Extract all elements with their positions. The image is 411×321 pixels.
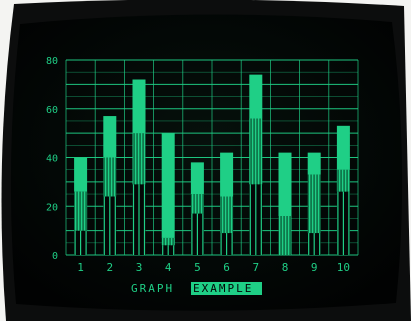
- x-tick-label: 6: [223, 261, 230, 274]
- x-tick-label: 5: [194, 261, 201, 274]
- bar-segment-4-1: [161, 245, 175, 255]
- bar-segment-6-3: [220, 152, 234, 197]
- x-tick-label: 4: [165, 261, 172, 274]
- bar-segment-2-3: [103, 116, 117, 158]
- chart-title: GRAPH EXAMPLE: [131, 282, 262, 295]
- bar-segment-7-2: [249, 118, 263, 185]
- y-tick-label: 20: [46, 202, 58, 213]
- bar-segment-4-2: [161, 237, 175, 246]
- bar-segment-5-3: [190, 162, 204, 195]
- x-tick-label: 2: [106, 261, 113, 274]
- x-tick-label: 10: [337, 261, 350, 274]
- bar-segment-8-2: [278, 216, 292, 255]
- x-tick-label: 1: [77, 261, 84, 274]
- bar-segment-2-1: [103, 196, 117, 255]
- bar-segment-10-1: [336, 191, 350, 255]
- bar-segment-9-3: [307, 152, 321, 175]
- bar-segment-10-2: [336, 169, 350, 192]
- bar-segment-3-2: [132, 133, 146, 185]
- bar-segment-8-3: [278, 152, 292, 216]
- y-tick-label: 60: [46, 105, 58, 116]
- bar-segment-3-1: [132, 184, 146, 255]
- bar-segment-2-2: [103, 157, 117, 197]
- bar-segment-7-1: [249, 184, 263, 255]
- y-axis-ticks: 0 20 40 60 80: [46, 56, 58, 262]
- y-tick-label: 0: [52, 251, 58, 262]
- chart-title-highlight: [191, 282, 262, 295]
- bar-segment-9-1: [307, 233, 321, 255]
- y-tick-label: 80: [46, 56, 58, 67]
- bar-segment-9-2: [307, 174, 321, 234]
- bar-segment-5-2: [190, 194, 204, 214]
- chart-bars: [74, 74, 350, 255]
- x-tick-label: 8: [282, 261, 289, 274]
- x-tick-label: 9: [311, 261, 318, 274]
- bar-chart: 0 20 40 60 80 1 2 3 4 5 6 7 8 9 10: [46, 56, 359, 274]
- y-tick-label: 40: [46, 154, 58, 165]
- bar-segment-1-3: [74, 157, 88, 192]
- chart-title-word-1: GRAPH: [131, 282, 174, 295]
- bar-segment-5-1: [190, 213, 204, 255]
- x-tick-label: 7: [252, 261, 259, 274]
- chart-title-word-2: EXAMPLE: [193, 282, 253, 295]
- bar-segment-10-3: [336, 125, 350, 170]
- bar-segment-6-2: [220, 196, 234, 234]
- x-axis-ticks: 1 2 3 4 5 6 7 8 9 10: [77, 261, 350, 274]
- bar-segment-1-1: [74, 230, 88, 255]
- bar-segment-1-2: [74, 191, 88, 231]
- bar-segment-6-1: [220, 233, 234, 255]
- bar-segment-7-3: [249, 74, 263, 119]
- x-tick-label: 3: [136, 261, 143, 274]
- bar-segment-3-3: [132, 79, 146, 134]
- bar-segment-4-3: [161, 133, 175, 238]
